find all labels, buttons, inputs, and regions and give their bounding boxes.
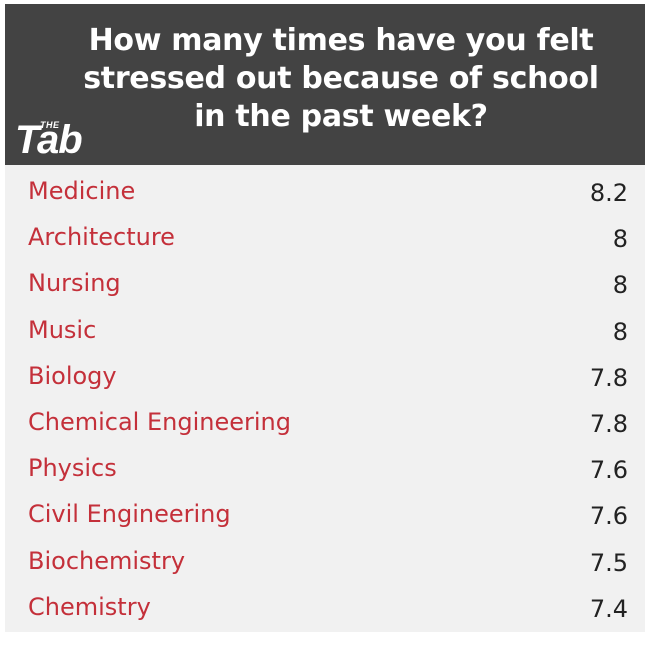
row-label: Civil Engineering <box>28 500 231 529</box>
row-label: Architecture <box>28 223 175 252</box>
row-value: 7.6 <box>589 456 628 485</box>
the-tab-logo: Tab THE <box>13 116 101 162</box>
row-label: Nursing <box>28 269 121 298</box>
table-row: Architecture 8 <box>5 214 645 260</box>
table-row: Medicine 8.2 <box>5 168 645 214</box>
row-label: Biochemistry <box>28 546 186 575</box>
row-value: 8 <box>612 271 628 300</box>
logo-small-text: THE <box>40 120 60 130</box>
table-row: Physics 7.6 <box>5 445 645 491</box>
row-label: Chemistry <box>28 592 151 621</box>
table-row: Biology 7.8 <box>5 353 645 399</box>
row-value: 7.8 <box>589 363 628 392</box>
logo-main-text: Tab <box>15 118 83 162</box>
stress-table-card: How many times have you felt stressed ou… <box>5 4 645 632</box>
row-value: 7.5 <box>589 548 628 577</box>
row-value: 8 <box>612 225 628 254</box>
table-row: Nursing 8 <box>5 260 645 306</box>
table-row: Chemical Engineering 7.8 <box>5 399 645 445</box>
row-label: Music <box>28 315 97 344</box>
row-value: 7.4 <box>589 594 628 623</box>
row-label: Biology <box>28 361 117 390</box>
table-row: Music 8 <box>5 307 645 353</box>
row-label: Medicine <box>28 177 136 205</box>
row-label: Chemical Engineering <box>28 407 291 436</box>
table-row: Chemistry 7.4 <box>5 584 645 630</box>
data-table: Medicine 8.2 Architecture 8 Nursing 8 Music 8 Bi… <box>5 168 645 630</box>
row-label: Physics <box>28 454 117 483</box>
row-value: 8.2 <box>589 179 628 207</box>
table-row: Civil Engineering 7.6 <box>5 491 645 537</box>
header-banner: How many times have you felt stressed ou… <box>5 4 645 165</box>
row-value: 8 <box>612 317 628 346</box>
row-value: 7.6 <box>589 502 628 531</box>
table-row: Biochemistry 7.5 <box>5 538 645 584</box>
row-value: 7.8 <box>589 409 628 438</box>
chart-title: How many times have you felt stressed ou… <box>83 23 599 134</box>
